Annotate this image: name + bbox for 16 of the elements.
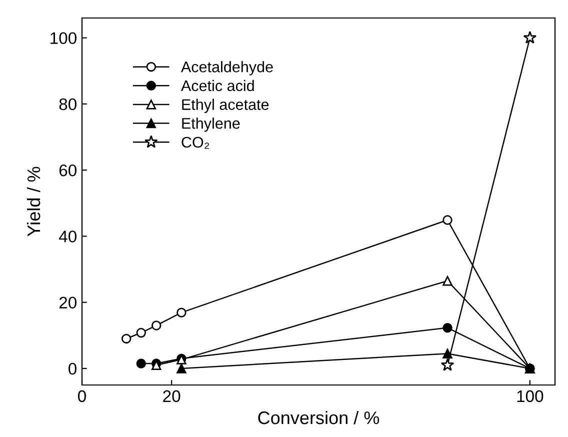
legend-label: Acetic acid (180, 80, 254, 92)
y-tick-label: 0 (68, 362, 76, 375)
y-tick-label: 80 (59, 98, 76, 110)
legend-label: Ethyl acetate (182, 98, 269, 113)
x-tick-label: 0 (78, 390, 86, 402)
legend-label: Ethylene (182, 118, 240, 132)
x-tick-label: 20 (163, 390, 180, 402)
x-axis-title: Conversion / % (258, 410, 380, 424)
y-tick-label: 40 (58, 230, 76, 242)
y-axis-title: Yield / % (26, 166, 40, 236)
y-tick-label: 20 (59, 296, 76, 309)
y-tick-label: 60 (59, 164, 76, 176)
legend-label: CO₂ (182, 136, 210, 149)
legend-label: Acetaldehyde (180, 61, 273, 76)
x-tick-label: 100 (517, 390, 544, 402)
y-tick-label: 100 (50, 32, 76, 44)
